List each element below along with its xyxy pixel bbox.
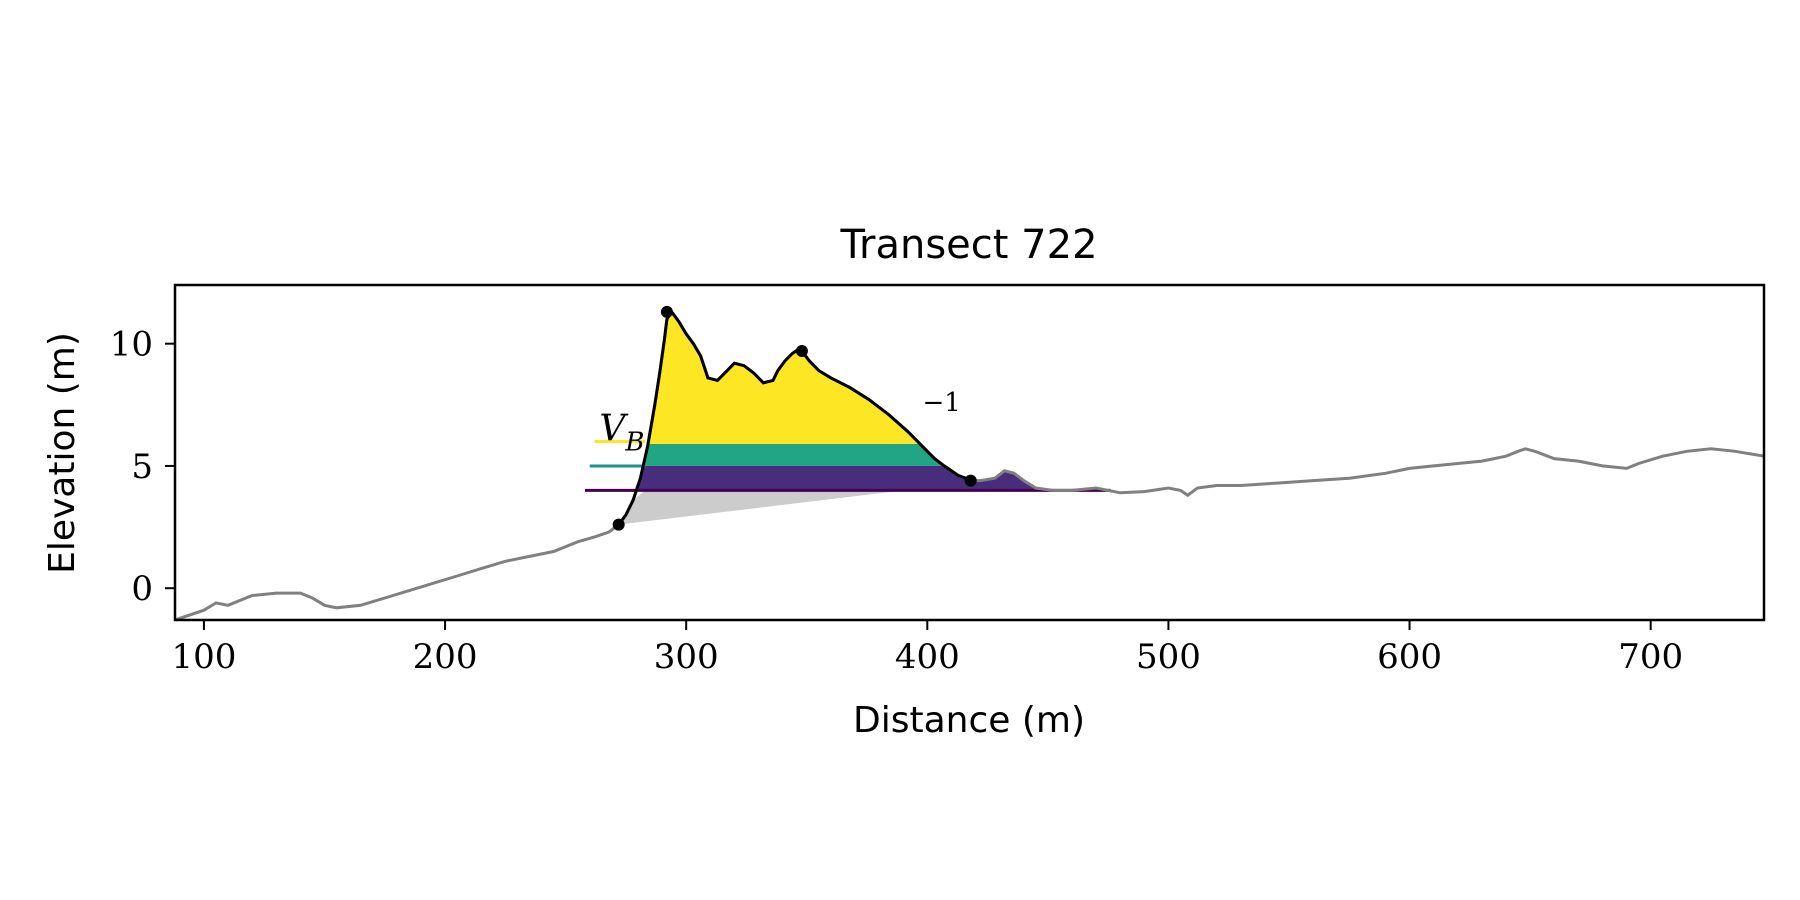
x-tick-label-500: 500	[1136, 637, 1201, 677]
key-point-2	[795, 345, 808, 358]
y-tick-label-0: 0	[131, 569, 153, 609]
x-tick-label-400: 400	[895, 637, 960, 677]
profile-line	[175, 309, 1764, 620]
x-tick-label-300: 300	[654, 637, 719, 677]
x-axis: 100 200 300 400 500 600 700	[171, 620, 1683, 677]
y-axis: 0 5 10	[110, 325, 175, 609]
y-axis-label: Elevation (m)	[42, 332, 83, 574]
base-fill-area	[618, 490, 904, 525]
annotation-vb-sub: B	[624, 428, 644, 458]
x-axis-label: Distance (m)	[853, 700, 1085, 741]
annotation-vb-base: V	[599, 409, 629, 450]
key-point-1	[660, 305, 673, 318]
y-tick-label-5: 5	[131, 447, 153, 487]
level-lines	[584, 439, 1111, 492]
volume-band-1	[613, 443, 971, 466]
dune-profile-line	[617, 309, 972, 526]
plot-area	[175, 305, 1764, 620]
y-tick-label-10: 10	[110, 325, 153, 365]
plot-frame	[173, 283, 1766, 622]
annotation-vb: VB	[599, 409, 644, 458]
x-tick-label-200: 200	[413, 637, 478, 677]
chart-title: Transect 722	[839, 222, 1097, 268]
key-points	[612, 305, 977, 531]
x-tick-label-100: 100	[171, 637, 236, 677]
annotation-minus-one: −1	[922, 388, 960, 418]
key-point-0	[612, 518, 625, 531]
key-point-3	[964, 474, 977, 487]
x-tick-label-700: 700	[1618, 637, 1683, 677]
x-tick-label-600: 600	[1377, 637, 1442, 677]
volume-bands	[613, 311, 1111, 491]
